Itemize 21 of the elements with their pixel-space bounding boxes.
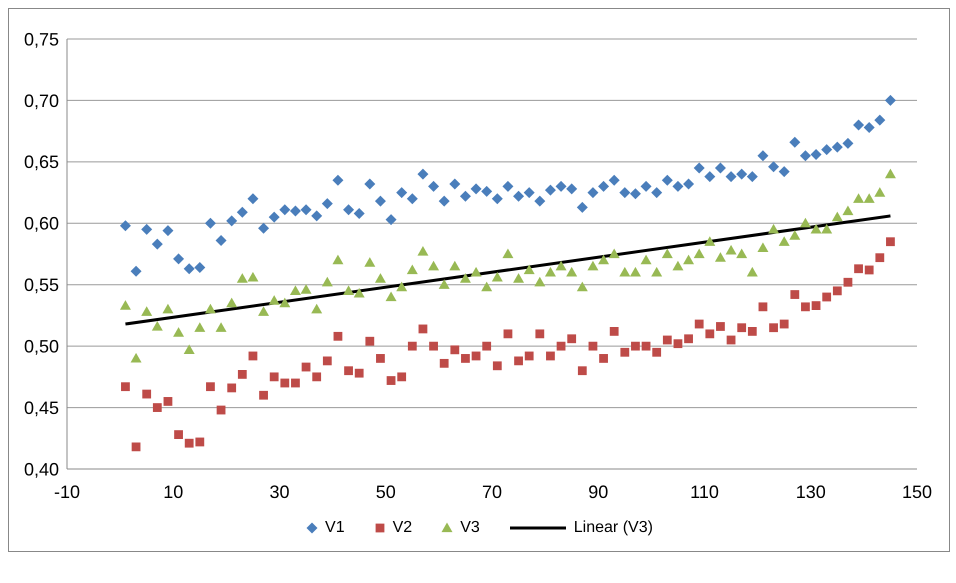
y-tick-label: 0,40	[24, 459, 59, 480]
legend-label: V1	[325, 519, 345, 537]
legend-label: V3	[460, 519, 480, 537]
y-tick-label: 0,50	[24, 336, 59, 357]
y-tick-label: 0,45	[24, 398, 59, 418]
x-tick-label: 10	[163, 482, 184, 502]
legend-label: Linear (V3)	[574, 519, 653, 537]
x-tick-label: 110	[690, 482, 719, 502]
x-tick-label: 30	[269, 482, 290, 502]
x-tick-label: 130	[796, 482, 826, 502]
y-tick-label: 0,70	[24, 90, 59, 111]
x-tick-label: 90	[588, 482, 608, 502]
x-tick-label: 50	[376, 482, 396, 502]
y-tick-label: 0,55	[24, 275, 59, 296]
y-tick-label: 0,75	[24, 29, 59, 50]
legend-label: V2	[392, 519, 412, 537]
x-tick-label: 70	[482, 482, 502, 502]
y-tick-label: 0,65	[24, 152, 59, 172]
y-tick-label: 0,60	[24, 214, 59, 234]
x-tick-label: 150	[902, 482, 932, 502]
x-tick-label: -10	[54, 482, 80, 502]
